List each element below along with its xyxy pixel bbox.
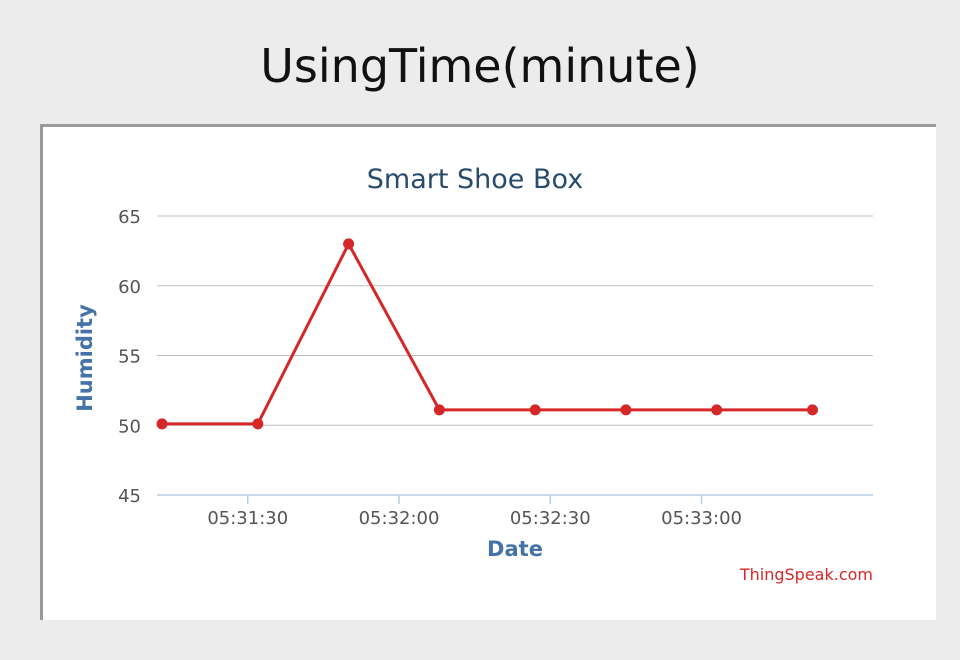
y-tick-label: 50 (118, 416, 141, 437)
y-tick-label: 55 (118, 347, 141, 368)
thingspeak-credit-link[interactable]: ThingSpeak.com (739, 565, 873, 584)
data-point[interactable] (156, 418, 168, 430)
humidity-series-line (162, 242, 813, 426)
data-point[interactable] (620, 404, 632, 416)
y-tick-label: 45 (118, 486, 141, 507)
x-axis-label: Date (487, 537, 543, 561)
data-point[interactable] (711, 404, 723, 416)
x-tick-label: 05:32:30 (510, 508, 591, 529)
y-tick-label: 65 (118, 207, 141, 228)
x-tick-label: 05:33:00 (661, 508, 742, 529)
x-tick-label: 05:32:00 (359, 508, 440, 529)
y-axis-ticks: 45 50 55 60 65 (118, 207, 141, 507)
y-tick-label: 60 (118, 277, 141, 298)
x-tick-label: 05:31:30 (207, 508, 288, 529)
humidity-line-chart: 05:31:30 05:32:00 05:32:30 05:33:00 45 50 55 6… (73, 164, 873, 584)
data-point[interactable] (529, 404, 541, 416)
x-axis-ticks: 05:31:30 05:32:00 05:32:30 05:33:00 (207, 495, 742, 529)
series-layer (156, 238, 818, 430)
data-point[interactable] (433, 404, 445, 416)
page-title: UsingTime(minute) (260, 39, 700, 93)
chart-panel: 05:31:30 05:32:00 05:32:30 05:33:00 45 50 55 6… (40, 124, 936, 620)
data-point[interactable] (806, 404, 818, 416)
y-axis-label: Humidity (73, 304, 97, 412)
chart-title: Smart Shoe Box (367, 164, 583, 195)
data-point[interactable] (343, 238, 355, 250)
grid-lines (157, 215, 873, 426)
data-point[interactable] (252, 418, 264, 430)
